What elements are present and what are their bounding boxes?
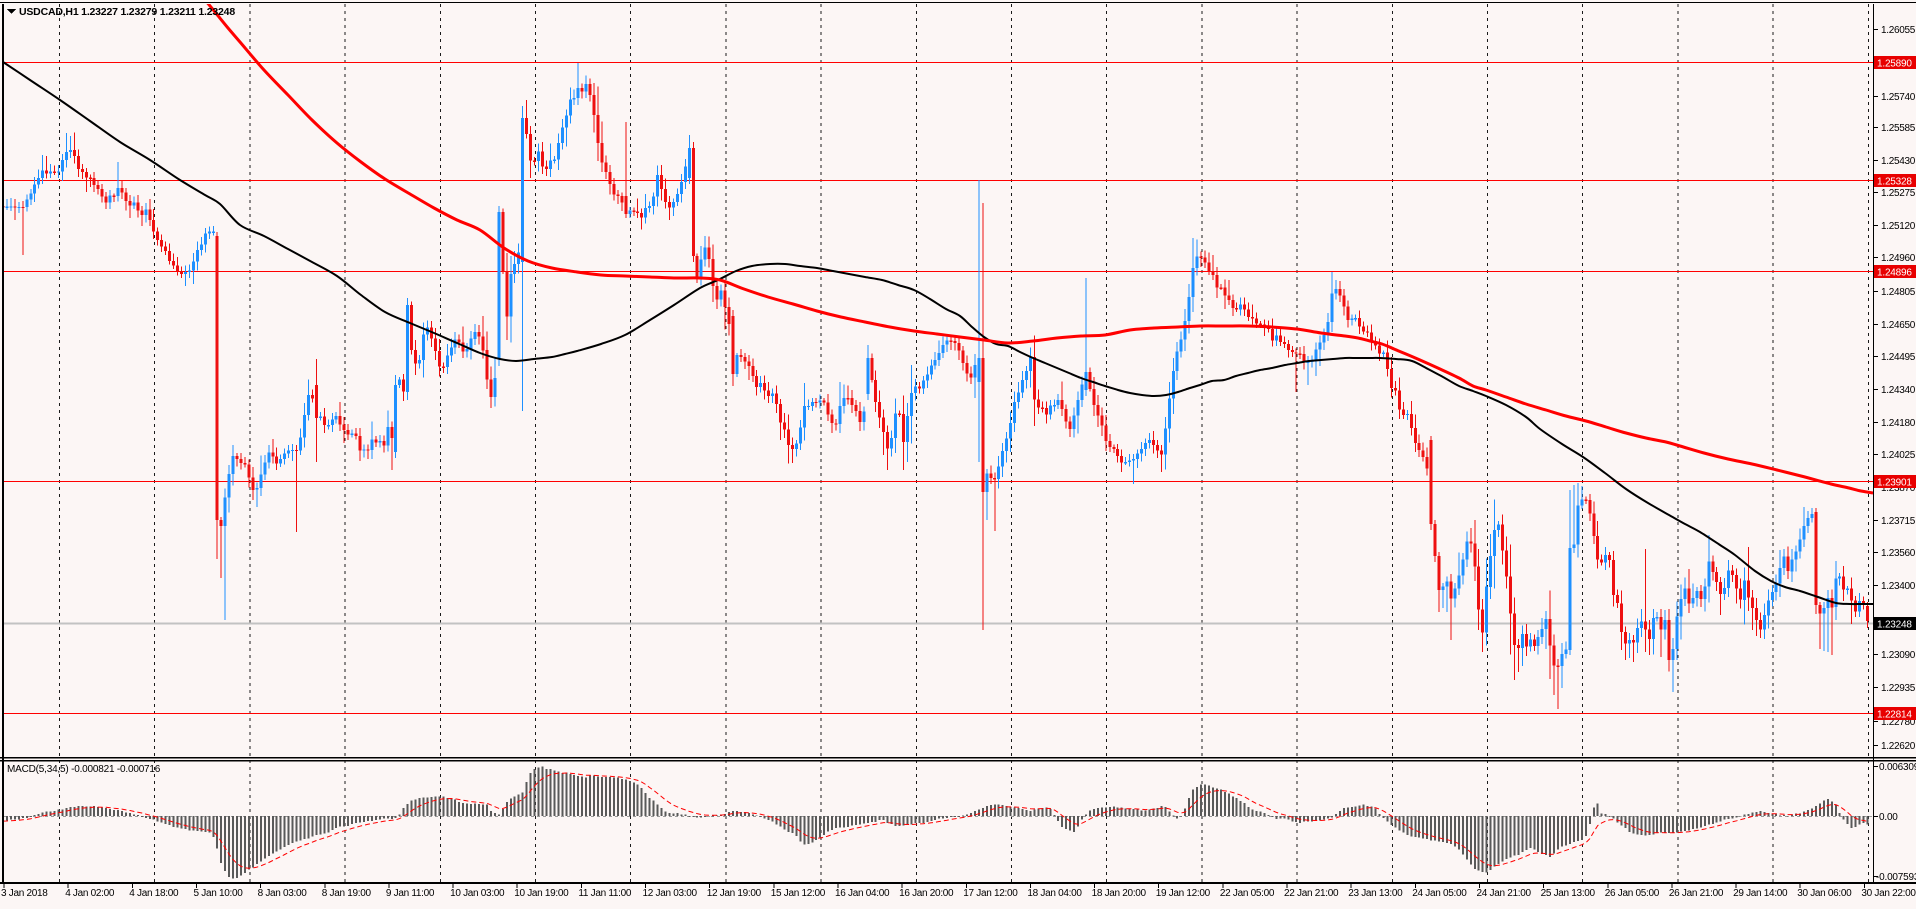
svg-text:1.24960: 1.24960: [1881, 253, 1916, 264]
svg-text:1.25328: 1.25328: [1877, 177, 1912, 188]
svg-text:22 Jan 21:00: 22 Jan 21:00: [1284, 888, 1339, 899]
svg-text:3 Jan 2018: 3 Jan 2018: [1, 888, 48, 899]
svg-text:1.24025: 1.24025: [1881, 450, 1916, 461]
svg-text:1.26055: 1.26055: [1881, 25, 1916, 36]
svg-text:1.24495: 1.24495: [1881, 352, 1916, 363]
svg-text:1.22935: 1.22935: [1881, 683, 1916, 694]
svg-text:26 Jan 21:00: 26 Jan 21:00: [1669, 888, 1724, 899]
svg-text:16 Jan 20:00: 16 Jan 20:00: [899, 888, 954, 899]
svg-text:1.24896: 1.24896: [1877, 268, 1912, 279]
svg-text:1.23400: 1.23400: [1881, 581, 1916, 592]
svg-text:1.24180: 1.24180: [1881, 418, 1916, 429]
svg-text:1.25275: 1.25275: [1881, 188, 1916, 199]
svg-text:0.006309: 0.006309: [1879, 762, 1916, 773]
svg-text:9 Jan 11:00: 9 Jan 11:00: [386, 888, 435, 899]
svg-text:30 Jan 06:00: 30 Jan 06:00: [1797, 888, 1852, 899]
svg-text:1.22620: 1.22620: [1881, 741, 1916, 752]
svg-text:8 Jan 19:00: 8 Jan 19:00: [322, 888, 372, 899]
svg-text:USDCAD,H1 1.23227 1.23279 1.2: USDCAD,H1 1.23227 1.23279 1.23211 1.2324…: [19, 6, 235, 18]
svg-text:MACD(5,34,5) -0.000821 -0.0007: MACD(5,34,5) -0.000821 -0.000716: [7, 764, 161, 775]
svg-text:1.23715: 1.23715: [1881, 516, 1916, 527]
svg-text:1.23560: 1.23560: [1881, 548, 1916, 559]
svg-text:1.25430: 1.25430: [1881, 156, 1916, 167]
svg-text:5 Jan 10:00: 5 Jan 10:00: [194, 888, 244, 899]
svg-text:12 Jan 19:00: 12 Jan 19:00: [707, 888, 762, 899]
svg-text:17 Jan 12:00: 17 Jan 12:00: [963, 888, 1018, 899]
svg-text:4 Jan 02:00: 4 Jan 02:00: [65, 888, 115, 899]
svg-text:30 Jan 22:00: 30 Jan 22:00: [1861, 888, 1916, 899]
svg-text:11 Jan 11:00: 11 Jan 11:00: [578, 888, 631, 899]
svg-text:1.22814: 1.22814: [1877, 710, 1912, 721]
svg-text:24 Jan 05:00: 24 Jan 05:00: [1412, 888, 1467, 899]
svg-text:15 Jan 12:00: 15 Jan 12:00: [771, 888, 826, 899]
svg-text:12 Jan 03:00: 12 Jan 03:00: [643, 888, 698, 899]
svg-text:1.23090: 1.23090: [1881, 650, 1916, 661]
svg-text:1.25585: 1.25585: [1881, 123, 1916, 134]
svg-text:10 Jan 03:00: 10 Jan 03:00: [450, 888, 505, 899]
svg-text:1.25890: 1.25890: [1877, 59, 1912, 70]
svg-text:29 Jan 14:00: 29 Jan 14:00: [1733, 888, 1788, 899]
svg-text:4 Jan 18:00: 4 Jan 18:00: [129, 888, 179, 899]
svg-text:1.25120: 1.25120: [1881, 221, 1916, 232]
svg-text:1.22780: 1.22780: [1881, 717, 1916, 728]
svg-text:1.25740: 1.25740: [1881, 92, 1916, 103]
svg-text:1.24650: 1.24650: [1881, 320, 1916, 331]
svg-text:19 Jan 12:00: 19 Jan 12:00: [1156, 888, 1211, 899]
svg-text:-0.007593: -0.007593: [1876, 872, 1916, 883]
svg-text:22 Jan 05:00: 22 Jan 05:00: [1220, 888, 1275, 899]
svg-text:1.23901: 1.23901: [1877, 478, 1912, 489]
svg-text:8 Jan 03:00: 8 Jan 03:00: [258, 888, 308, 899]
svg-text:1.23248: 1.23248: [1877, 620, 1912, 631]
svg-text:0.00: 0.00: [1879, 812, 1898, 823]
svg-text:1.24340: 1.24340: [1881, 385, 1916, 396]
svg-text:1.24805: 1.24805: [1881, 287, 1916, 298]
svg-text:25 Jan 13:00: 25 Jan 13:00: [1541, 888, 1596, 899]
svg-text:16 Jan 04:00: 16 Jan 04:00: [835, 888, 890, 899]
svg-text:1.23870: 1.23870: [1881, 483, 1916, 494]
svg-text:18 Jan 20:00: 18 Jan 20:00: [1092, 888, 1147, 899]
svg-text:18 Jan 04:00: 18 Jan 04:00: [1027, 888, 1082, 899]
svg-text:10 Jan 19:00: 10 Jan 19:00: [514, 888, 569, 899]
svg-text:26 Jan 05:00: 26 Jan 05:00: [1605, 888, 1660, 899]
svg-text:24 Jan 21:00: 24 Jan 21:00: [1477, 888, 1532, 899]
svg-text:23 Jan 13:00: 23 Jan 13:00: [1348, 888, 1403, 899]
